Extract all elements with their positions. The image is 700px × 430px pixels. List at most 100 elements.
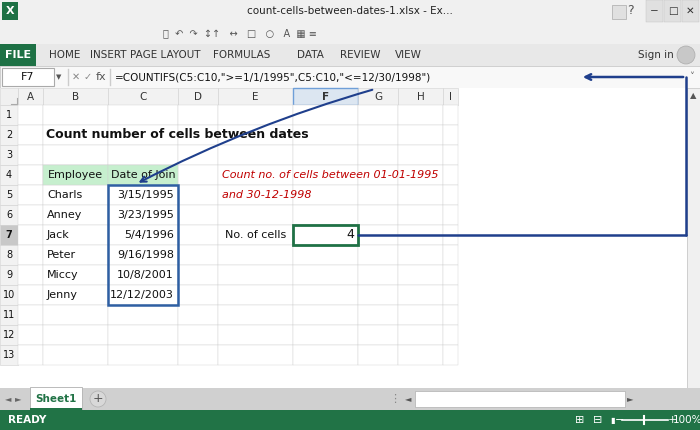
- Bar: [0, 388, 700, 410]
- Bar: [293, 125, 358, 145]
- Bar: [178, 225, 218, 245]
- Bar: [43, 205, 108, 225]
- Bar: [398, 125, 443, 145]
- Text: 12: 12: [3, 330, 15, 340]
- Text: 7: 7: [6, 230, 13, 240]
- Text: 11: 11: [3, 310, 15, 320]
- Bar: [18, 145, 43, 165]
- Bar: [108, 185, 178, 305]
- Text: 10/8/2001: 10/8/2001: [118, 270, 174, 280]
- Bar: [43, 105, 108, 125]
- Bar: [108, 225, 178, 245]
- Bar: [443, 88, 458, 105]
- Text: 3/15/1995: 3/15/1995: [118, 190, 174, 200]
- Text: ?: ?: [626, 4, 634, 18]
- Bar: [0, 325, 18, 345]
- Text: F7: F7: [21, 72, 35, 82]
- Bar: [218, 245, 293, 265]
- Bar: [178, 88, 218, 105]
- Bar: [358, 265, 398, 285]
- Bar: [108, 145, 178, 165]
- Bar: [0, 225, 18, 245]
- Text: 4: 4: [346, 228, 354, 242]
- Bar: [0, 285, 18, 305]
- Bar: [43, 285, 108, 305]
- Text: Sheet1: Sheet1: [35, 394, 77, 404]
- Bar: [178, 285, 218, 305]
- Bar: [358, 225, 398, 245]
- Bar: [358, 345, 398, 365]
- Text: H: H: [416, 92, 424, 101]
- Text: D: D: [194, 92, 202, 101]
- Circle shape: [90, 391, 106, 407]
- Bar: [108, 345, 178, 365]
- Bar: [18, 345, 43, 365]
- Text: and 30-12-1998: and 30-12-1998: [222, 190, 312, 200]
- Bar: [218, 145, 293, 165]
- Bar: [2, 68, 54, 86]
- Bar: [18, 245, 43, 265]
- Bar: [43, 165, 108, 185]
- Bar: [293, 345, 358, 365]
- Text: 10: 10: [3, 290, 15, 300]
- Bar: [293, 225, 358, 245]
- Text: FILE: FILE: [5, 50, 31, 60]
- Bar: [18, 305, 43, 325]
- Bar: [0, 410, 700, 430]
- Bar: [43, 185, 108, 205]
- Bar: [443, 205, 458, 225]
- Text: X: X: [6, 6, 14, 16]
- Bar: [218, 125, 293, 145]
- Text: 3/23/1995: 3/23/1995: [117, 210, 174, 220]
- Bar: [293, 285, 358, 305]
- Bar: [443, 185, 458, 205]
- Bar: [108, 325, 178, 345]
- Bar: [178, 125, 218, 145]
- Text: HOME: HOME: [49, 50, 80, 60]
- Text: 5: 5: [6, 190, 12, 200]
- Text: INSERT: INSERT: [90, 50, 126, 60]
- Bar: [18, 185, 43, 205]
- Text: ✓: ✓: [84, 72, 92, 82]
- Bar: [398, 345, 443, 365]
- Bar: [293, 265, 358, 285]
- Text: ▼: ▼: [56, 74, 62, 80]
- Bar: [178, 145, 218, 165]
- Bar: [18, 225, 43, 245]
- Bar: [398, 165, 443, 185]
- Bar: [218, 205, 293, 225]
- Text: Date of Join: Date of Join: [111, 170, 175, 180]
- Text: 8: 8: [6, 250, 12, 260]
- Bar: [218, 325, 293, 345]
- Bar: [358, 88, 398, 105]
- Text: B: B: [72, 92, 79, 101]
- Text: 9/16/1998: 9/16/1998: [117, 250, 174, 260]
- Bar: [358, 285, 398, 305]
- Bar: [0, 265, 18, 285]
- Bar: [358, 205, 398, 225]
- Bar: [0, 0, 700, 22]
- Bar: [682, 0, 699, 22]
- Bar: [293, 185, 358, 205]
- Bar: [398, 285, 443, 305]
- Text: □: □: [668, 6, 678, 16]
- Bar: [0, 245, 18, 265]
- Bar: [358, 145, 398, 165]
- Bar: [358, 325, 398, 345]
- Bar: [0, 44, 36, 66]
- Bar: [0, 145, 18, 165]
- Bar: [358, 105, 398, 125]
- Bar: [293, 305, 358, 325]
- Text: 6: 6: [6, 210, 12, 220]
- Bar: [443, 345, 458, 365]
- Bar: [108, 205, 178, 225]
- Bar: [664, 0, 681, 22]
- Bar: [293, 245, 358, 265]
- Bar: [178, 325, 218, 345]
- Bar: [443, 325, 458, 345]
- Bar: [0, 88, 687, 388]
- Bar: [43, 245, 108, 265]
- Bar: [0, 88, 18, 105]
- Text: −: −: [650, 6, 659, 16]
- Bar: [18, 165, 43, 185]
